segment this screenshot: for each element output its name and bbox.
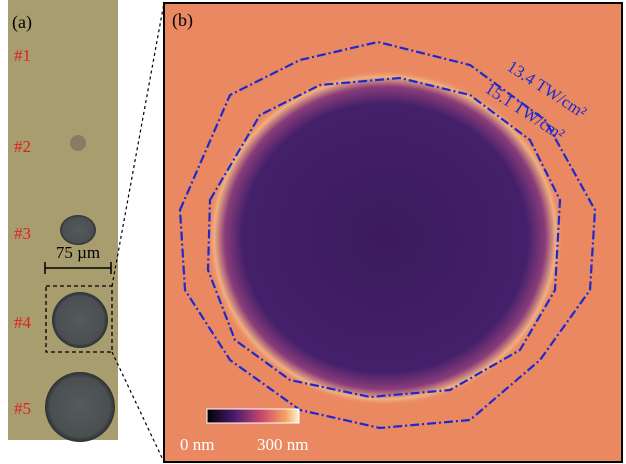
spot-label: #2 (14, 137, 31, 156)
colorbar-label: 0 nm (180, 435, 214, 454)
spot (70, 135, 86, 151)
colorbar-label: 300 nm (257, 435, 308, 454)
panel-a: (a) #1 #2 #3 #4 #5 75 µm (8, 0, 118, 442)
spot (60, 215, 96, 245)
spot-label: #5 (14, 399, 31, 418)
micrograph (8, 0, 118, 440)
spot-label: #3 (14, 224, 31, 243)
spot (52, 292, 108, 348)
zoom-lines (112, 3, 164, 462)
panel-b: (b) 13.4 TW/cm² 15.1 TW/cm² 0 nm 300 nm (164, 3, 622, 462)
scale-label: 75 µm (56, 243, 100, 262)
spot-label: #4 (14, 313, 32, 332)
spot-label: #1 (14, 46, 31, 65)
spot (45, 372, 115, 442)
panel-label: (b) (172, 10, 193, 31)
panel-label: (a) (12, 12, 32, 33)
colorbar (207, 409, 299, 423)
figure: (a) #1 #2 #3 #4 #5 75 µm (b) 13.4 TW/cm²… (0, 0, 626, 464)
